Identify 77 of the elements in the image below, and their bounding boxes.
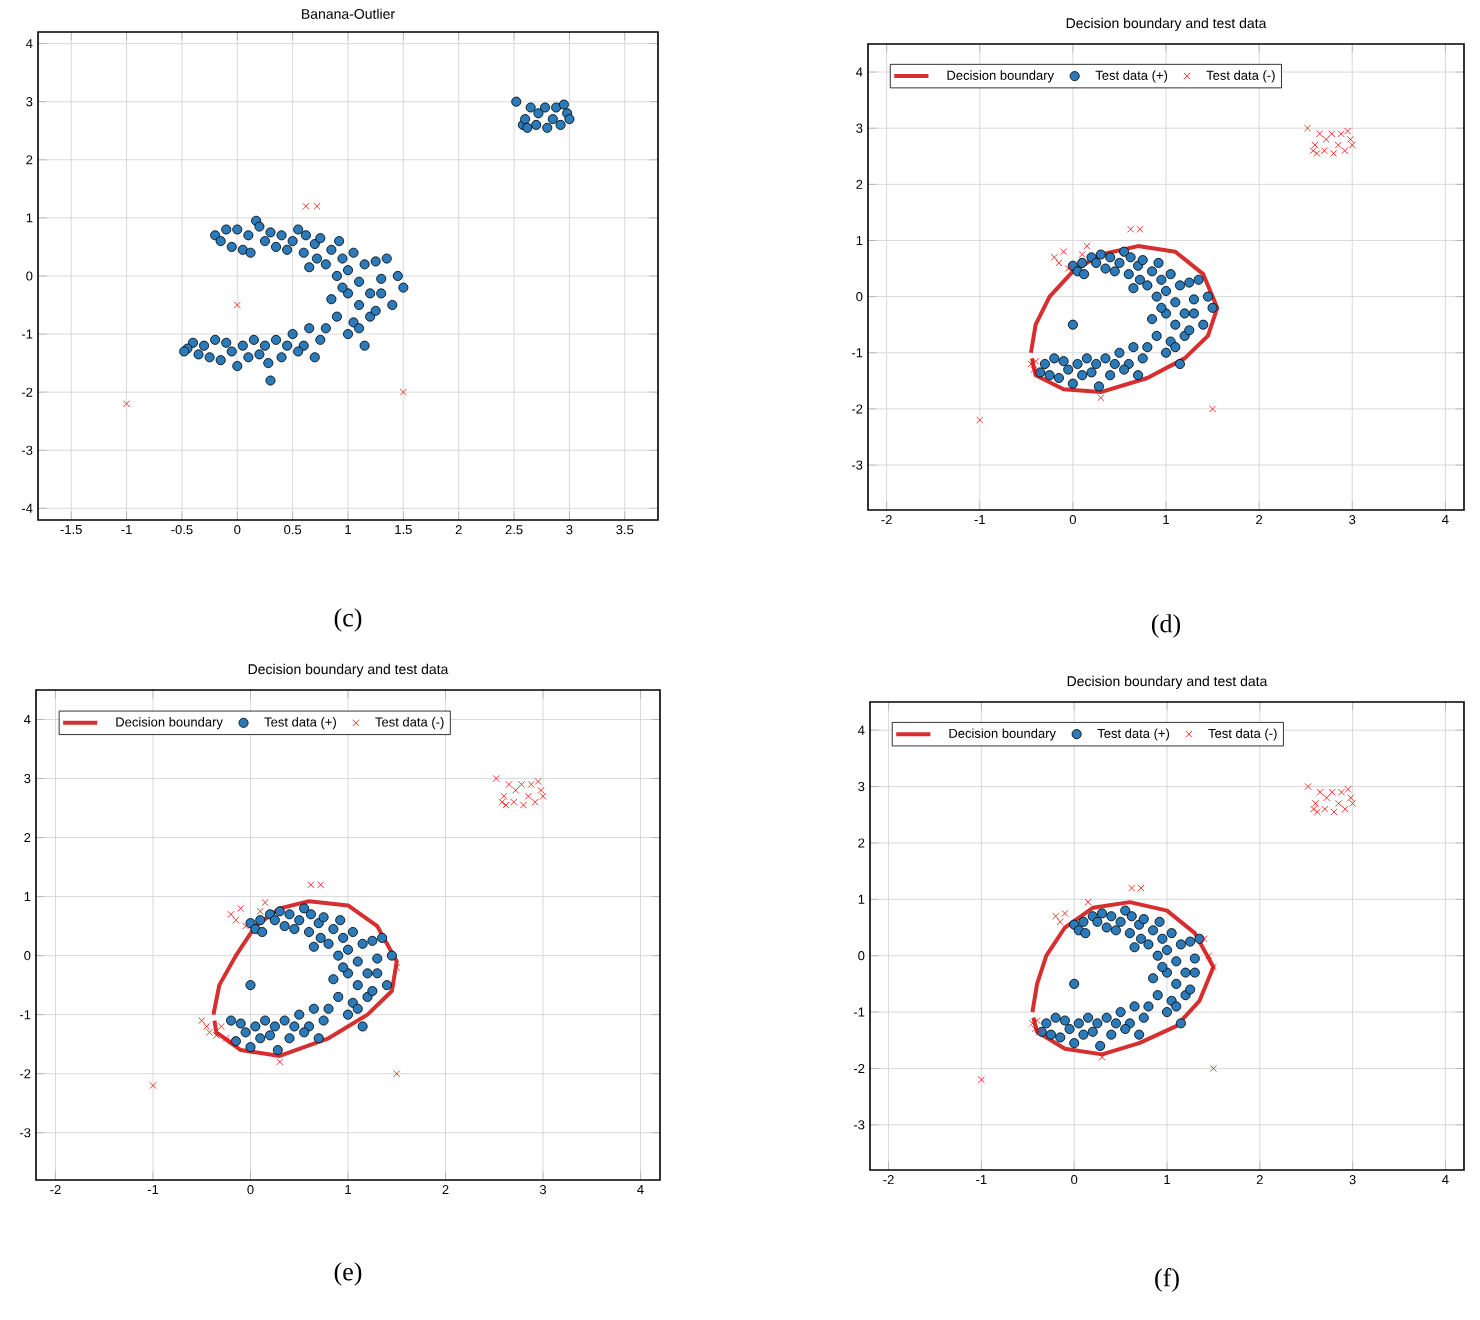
point [1349,799,1357,807]
text: (f) [1155,1268,1179,1292]
point [1311,799,1319,807]
point [524,792,532,800]
point [1304,783,1312,791]
point [1205,952,1213,960]
point [399,388,407,396]
point [531,798,539,806]
point [505,780,513,788]
point [1334,141,1342,149]
point [1060,248,1068,256]
point [232,916,240,924]
point [1335,799,1343,807]
point [1316,788,1324,796]
point [198,1017,206,1025]
point [1084,898,1092,906]
point [1033,368,1041,376]
point [302,202,310,210]
point [500,792,508,800]
point [217,1022,225,1030]
point [1323,794,1331,802]
point [1341,147,1349,155]
point [539,792,547,800]
point [149,1081,157,1089]
point [233,301,241,309]
point [227,910,235,918]
point [1347,794,1355,802]
point [977,1076,985,1084]
point [1050,253,1058,261]
point [1344,127,1352,135]
point [1313,149,1321,157]
point [1032,357,1040,365]
point [537,786,545,794]
text: (c) [334,608,362,632]
point [276,1058,284,1066]
point [1056,918,1064,926]
point [242,922,250,930]
point [976,416,984,424]
point [256,907,264,915]
point [502,801,510,809]
text: (d) [1151,614,1181,638]
point [1344,785,1352,793]
point [1064,265,1072,273]
point [1098,1053,1106,1061]
point [492,775,500,783]
point [1083,242,1091,250]
text: (e) [334,1262,362,1286]
point [123,400,131,408]
point [534,777,542,785]
point [512,786,520,794]
point [393,1070,401,1078]
point [203,1022,211,1030]
point [1209,963,1217,971]
point [1030,366,1038,374]
point [1313,808,1321,816]
point [1033,1017,1041,1025]
point [237,904,245,912]
point [1341,805,1349,813]
point [261,898,269,906]
point [393,963,401,971]
point [1028,1019,1036,1027]
point [313,202,321,210]
point [227,1037,235,1045]
point [1322,135,1330,143]
point [1078,251,1086,259]
point [1055,259,1063,267]
point [1316,130,1324,138]
point [1346,135,1354,143]
point [1209,1064,1217,1072]
point [1031,1025,1039,1033]
point [1304,124,1312,132]
point [1209,405,1217,413]
point [1200,935,1208,943]
line-series [1030,900,1216,1057]
point [1348,141,1356,149]
point [206,1028,214,1036]
point [1097,394,1105,402]
